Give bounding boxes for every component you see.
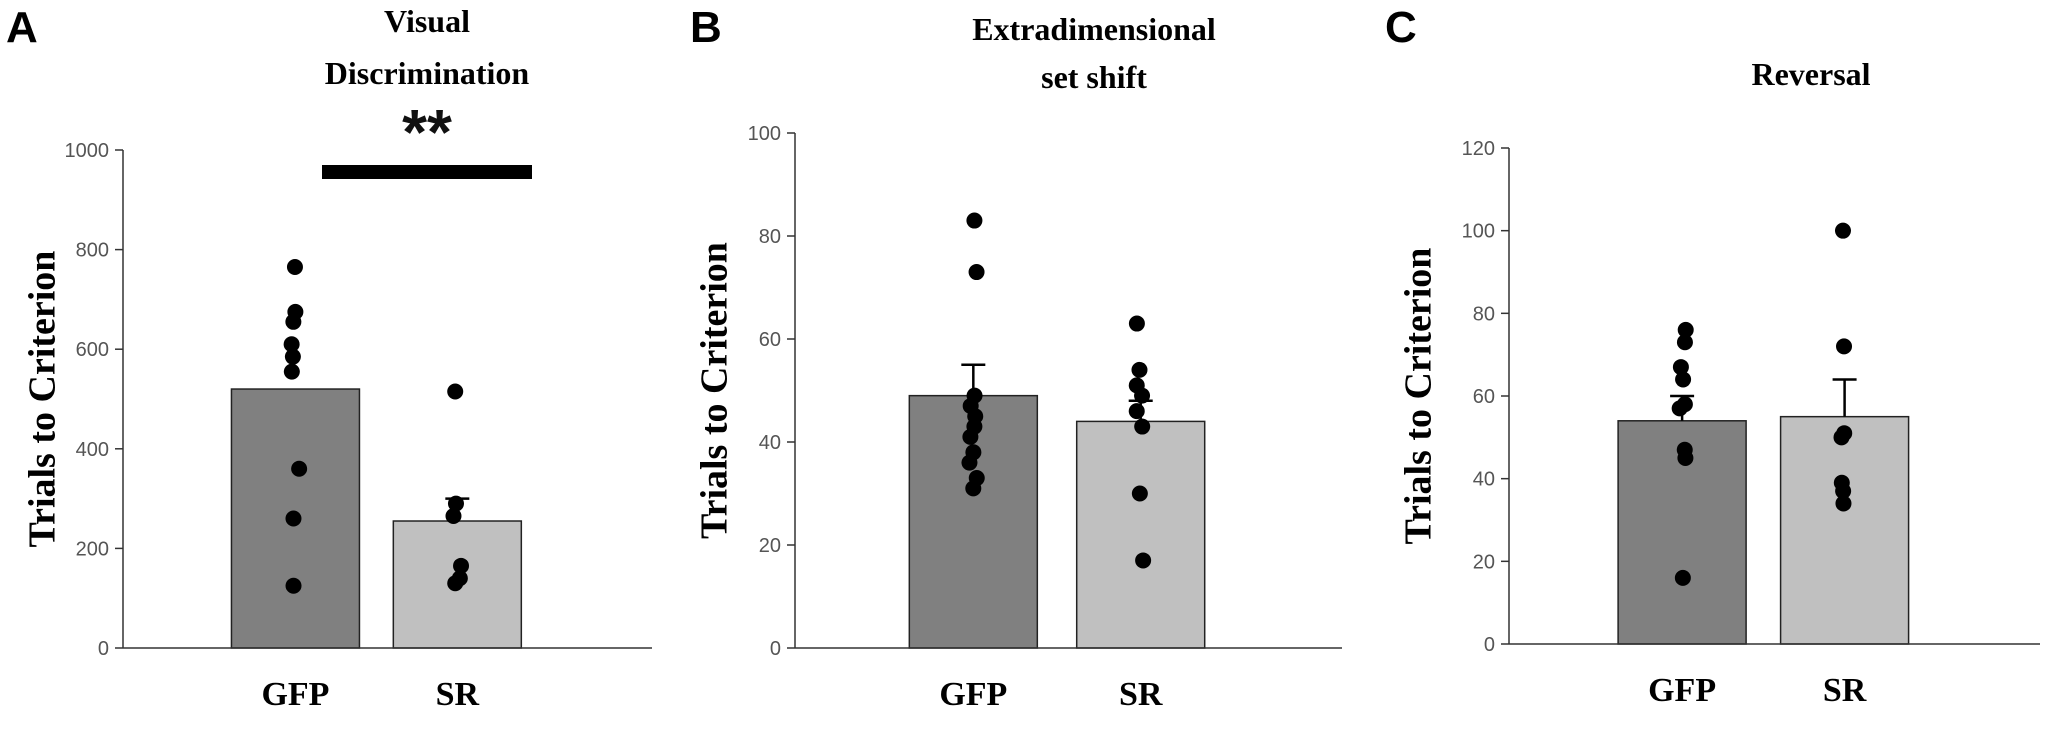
y-tick-label: 800 [76, 240, 109, 262]
data-point [445, 508, 462, 525]
panel-letter: A [6, 3, 38, 52]
data-point [1131, 485, 1148, 502]
data-point [283, 363, 300, 380]
data-point [291, 460, 308, 477]
y-tick-label: 80 [1473, 303, 1495, 325]
y-tick-label: 60 [759, 329, 781, 351]
data-point [283, 336, 300, 353]
data-point [1833, 429, 1850, 446]
y-tick-label: 1000 [65, 140, 110, 162]
x-tick-label: GFP [261, 676, 329, 713]
x-tick-label: SR [1119, 676, 1163, 713]
y-tick-label: 60 [1473, 386, 1495, 408]
panel-letter: C [1385, 3, 1417, 52]
y-tick-label: 0 [770, 638, 781, 660]
y-tick-label: 100 [1462, 221, 1495, 243]
data-point [286, 259, 303, 276]
y-tick-label: 40 [759, 432, 781, 454]
data-point [962, 428, 979, 445]
data-point [1134, 387, 1151, 404]
data-point [1675, 371, 1692, 388]
data-point [1677, 450, 1694, 466]
data-point [965, 480, 982, 497]
chart-title: Discrimination [325, 55, 530, 91]
data-point [1671, 400, 1688, 417]
x-tick-label: SR [436, 676, 480, 713]
data-point [1128, 315, 1145, 332]
y-axis-label: Trials to Criterion [694, 242, 736, 539]
data-point [447, 575, 464, 592]
y-tick-label: 400 [76, 439, 109, 461]
data-point [961, 454, 978, 471]
data-point [1134, 418, 1151, 435]
data-point [1676, 334, 1693, 351]
data-point [1128, 403, 1145, 420]
data-point [968, 264, 985, 281]
chart-title: Visual [384, 3, 470, 39]
x-tick-label: GFP [1648, 672, 1716, 709]
y-axis-label: Trials to Criterion [1398, 248, 1440, 545]
chart-title: Reversal [1751, 56, 1870, 92]
data-point [453, 557, 470, 574]
bar-sr [1779, 415, 1910, 645]
y-tick-label: 80 [759, 226, 781, 248]
data-point [1131, 361, 1148, 378]
x-tick-label: SR [1823, 672, 1867, 709]
y-tick-label: 120 [1462, 138, 1495, 160]
panel-a: A Visual Discrimination Trials to Criterion… [6, 3, 652, 713]
data-point [447, 383, 464, 400]
data-point [1835, 483, 1852, 500]
data-point [1672, 359, 1689, 376]
data-point [1135, 552, 1152, 569]
y-tick-label: 40 [1473, 469, 1495, 491]
data-point [1834, 222, 1851, 239]
data-point [1835, 495, 1852, 512]
data-point [1836, 338, 1853, 355]
y-axis-label: Trials to Criterion [22, 251, 64, 548]
panel-b: B Extradimensional set shift Trials to Crit… [690, 3, 1342, 713]
data-point [1674, 569, 1691, 586]
y-tick-label: 100 [748, 123, 781, 145]
data-point [1677, 321, 1694, 338]
data-point [966, 212, 983, 229]
bar-sr [1075, 420, 1206, 649]
y-tick-label: 0 [1484, 634, 1495, 656]
chart-title: Extradimensional [972, 11, 1216, 47]
x-tick-label: GFP [939, 676, 1007, 713]
data-point [284, 348, 301, 365]
y-tick-label: 20 [1473, 551, 1495, 573]
y-tick-label: 0 [98, 638, 109, 660]
data-point [285, 313, 302, 330]
panel-c: C Reversal Trials to Criterion 0 20 40 60 80 100… [1385, 3, 2040, 709]
significance-label: ** [402, 96, 452, 168]
y-tick-label: 200 [76, 538, 109, 560]
chart-title: set shift [1041, 59, 1147, 95]
data-point [285, 510, 302, 527]
panel-letter: B [690, 3, 722, 52]
data-point [447, 495, 464, 512]
y-tick-label: 600 [76, 339, 109, 361]
y-tick-label: 20 [759, 535, 781, 557]
data-point [285, 577, 302, 594]
